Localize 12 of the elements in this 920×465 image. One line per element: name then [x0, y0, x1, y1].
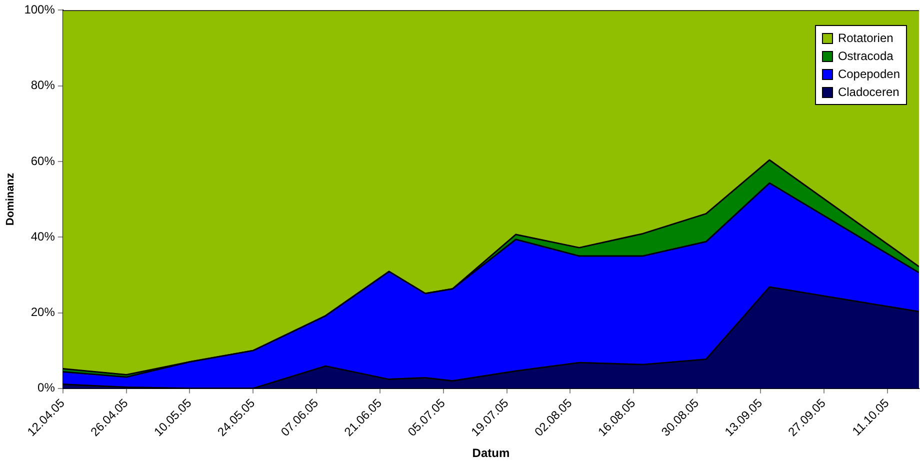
y-tick-label: 20% — [30, 305, 56, 320]
y-tick-label: 60% — [30, 154, 56, 168]
legend-label: Copepoden — [838, 67, 900, 82]
y-axis-title: Dominanz — [4, 172, 17, 226]
x-axis-title: Datum — [472, 446, 510, 460]
y-tick-label: 100% — [24, 2, 56, 17]
y-tick-label: 0% — [38, 380, 56, 395]
y-tick-label: 80% — [30, 78, 56, 92]
legend-label: Ostracoda — [838, 49, 894, 64]
legend-label: Cladoceren — [838, 85, 900, 100]
legend-label: Rotatorien — [838, 31, 894, 46]
y-tick-label: 40% — [30, 229, 56, 244]
